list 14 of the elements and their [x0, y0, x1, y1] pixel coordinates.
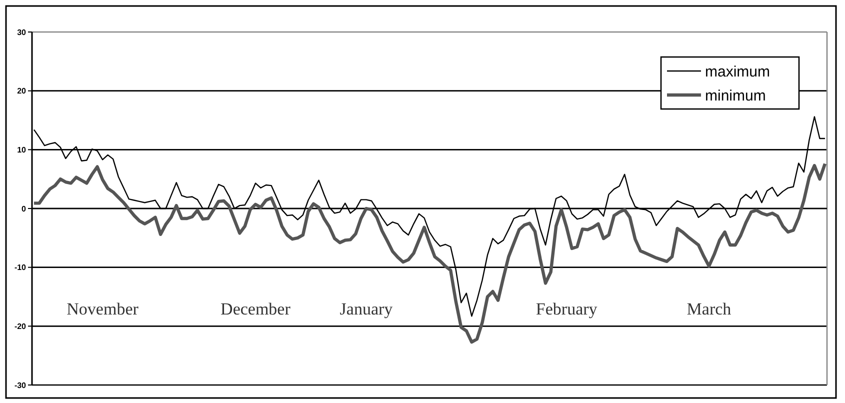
- x-tick-label: January: [340, 299, 394, 318]
- y-tick-label: -30: [14, 380, 27, 390]
- y-tick-label: -20: [14, 322, 27, 331]
- x-tick-label: March: [686, 299, 732, 318]
- legend-label: maximum: [705, 63, 770, 80]
- x-tick-label: November: [66, 299, 139, 318]
- y-tick-label: 30: [17, 28, 27, 37]
- y-tick-label: 20: [17, 86, 27, 96]
- x-tick-label: December: [220, 299, 291, 318]
- legend-label: minimum: [705, 87, 766, 104]
- y-tick-label: 0: [22, 204, 27, 214]
- y-tick-label: -10: [14, 263, 27, 272]
- y-tick-label: 10: [17, 145, 27, 154]
- x-tick-label: February: [536, 299, 598, 318]
